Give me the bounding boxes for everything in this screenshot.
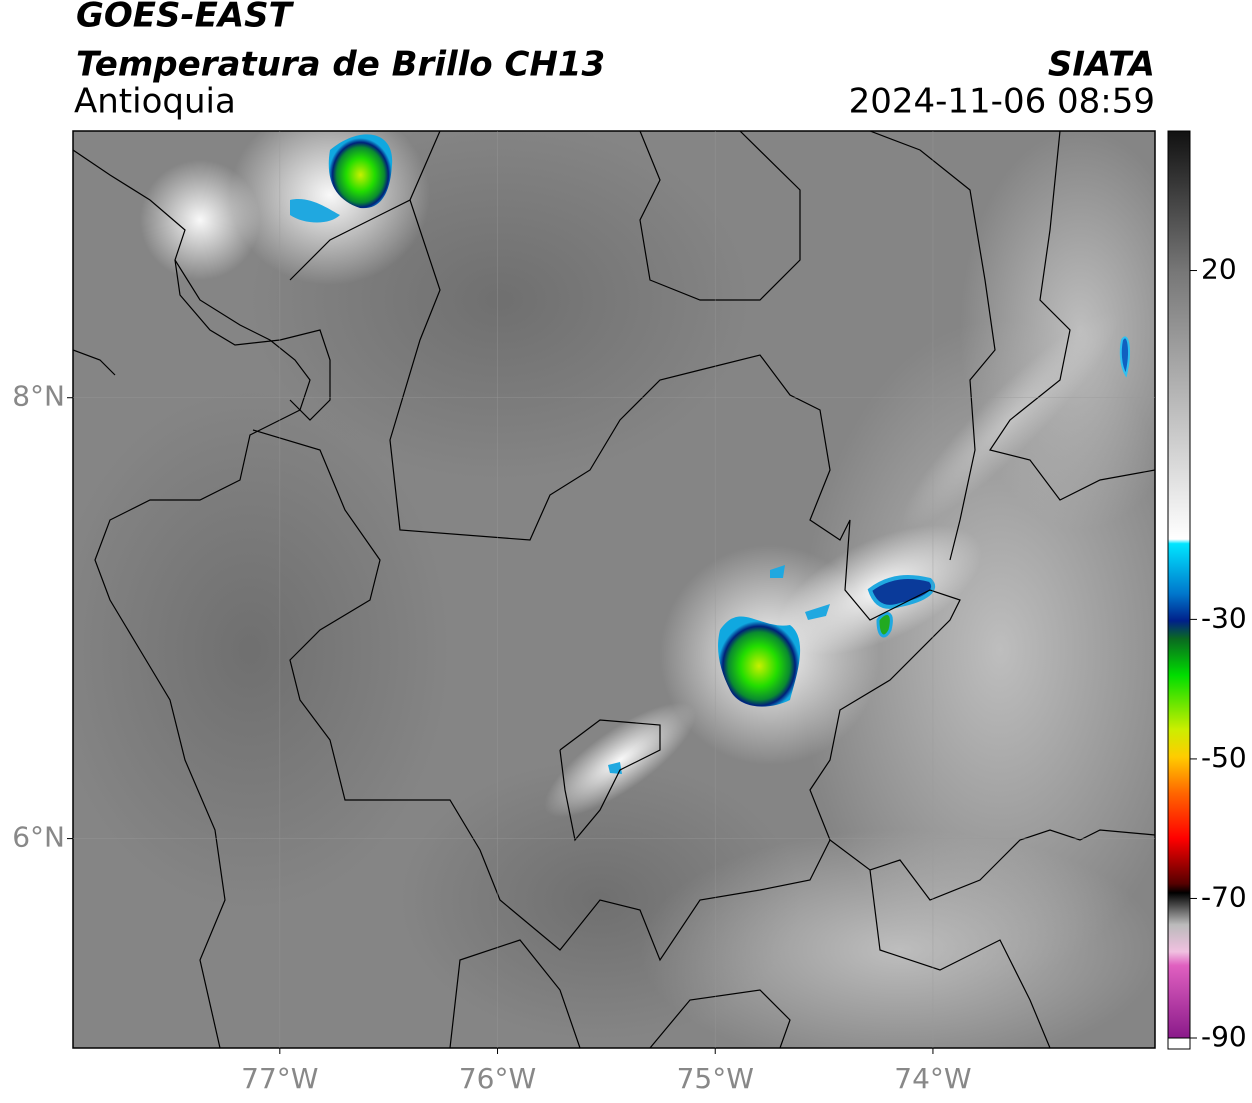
colorbar-tick-label: -30 — [1201, 601, 1247, 634]
colorbar-tick-label: -90 — [1201, 1020, 1247, 1053]
x-tick-label: 77°W — [241, 1062, 318, 1095]
colorbar-frame — [1167, 130, 1191, 1050]
datetime: 2024-11-06 08:59 — [849, 82, 1155, 122]
colorbar — [1168, 131, 1190, 1038]
region: Antioquia — [74, 82, 236, 122]
subtitle: Temperatura de Brillo CH13 — [76, 45, 605, 85]
colorbar-tick-label: -50 — [1201, 741, 1247, 774]
colorbar-tick-label: 20 — [1201, 253, 1237, 286]
colorbar-tick-label: -70 — [1201, 880, 1247, 913]
x-tick-label: 76°W — [459, 1062, 536, 1095]
colorbar-extend — [1167, 1037, 1191, 1050]
x-tick-label: 74°W — [894, 1062, 971, 1095]
y-tick-label: 6°N — [12, 821, 65, 854]
source: SIATA — [1048, 45, 1155, 85]
map-frame — [72, 130, 1156, 1049]
title: GOES-EAST — [76, 0, 295, 36]
x-tick-label: 75°W — [677, 1062, 754, 1095]
satellite-image — [73, 131, 1155, 1048]
y-tick-label: 8°N — [12, 380, 65, 413]
